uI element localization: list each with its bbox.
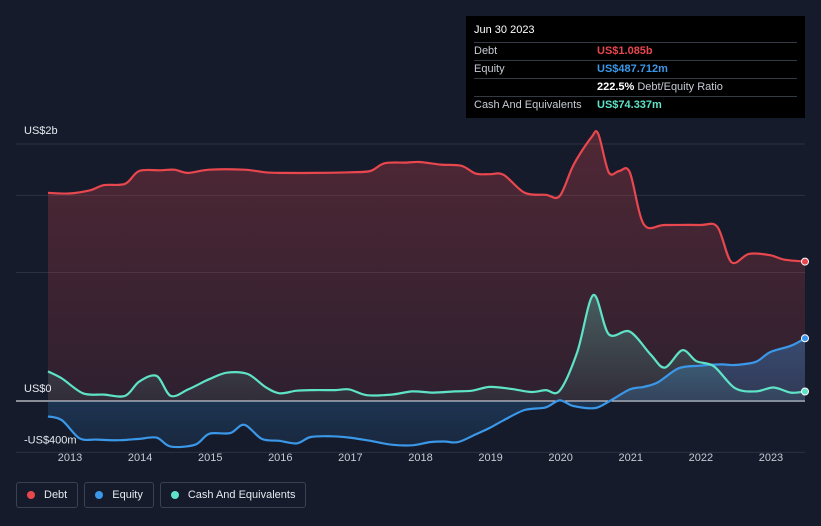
area-debt — [48, 131, 805, 401]
series-areas — [48, 131, 805, 448]
line-cash-and-equivalents — [47, 293, 806, 398]
x-tick-label: 2023 — [759, 452, 783, 464]
legend-dot-equity — [95, 491, 104, 499]
tooltip-row-debt: Debt US$1.085b — [474, 42, 797, 60]
tooltip-value-debt: US$1.085b — [597, 45, 653, 57]
x-axis-labels: 2013 2014 2015 2016 2017 2018 2019 2020 2021 2022… — [58, 452, 783, 464]
series-lines — [47, 130, 806, 449]
tooltip-label-ratio — [474, 79, 597, 96]
tooltip-row-equity: Equity US$487.712m — [474, 60, 797, 78]
x-tick-label: 2020 — [548, 452, 572, 464]
y-tick-label: -US$400m — [24, 434, 77, 446]
area-equity — [48, 338, 805, 448]
tooltip-value-ratio: 222.5% — [597, 81, 635, 93]
area-cash-and-equivalents — [48, 294, 805, 401]
x-tick-label: 2014 — [128, 452, 152, 464]
legend-dot-cash — [170, 491, 179, 499]
line-debt — [47, 130, 806, 265]
y-tick-label: US$2b — [24, 125, 58, 137]
x-tick-label: 2017 — [338, 452, 362, 464]
line-equity — [47, 337, 806, 449]
tooltip-label-debt: Debt — [474, 45, 498, 57]
tooltip-ratio-caption: Debt/Equity Ratio — [637, 81, 723, 93]
tooltip-label-cash: Cash And Equivalents — [474, 99, 582, 111]
legend-label-debt: Debt — [44, 489, 68, 501]
endpoint-equity — [801, 334, 809, 343]
tooltip-value-cash: US$74.337m — [597, 99, 662, 111]
legend-label-equity: Equity — [112, 489, 143, 501]
tooltip-value-equity: US$487.712m — [597, 63, 668, 75]
y-tick-label: US$0 — [24, 383, 52, 395]
x-tick-label: 2013 — [58, 452, 82, 464]
x-tick-label: 2021 — [619, 452, 643, 464]
endpoint-debt — [801, 257, 809, 266]
x-tick-label: 2018 — [408, 452, 432, 464]
tooltip-date: Jun 30 2023 — [474, 24, 535, 36]
tooltip-label-equity: Equity — [474, 63, 505, 75]
x-tick-label: 2022 — [689, 452, 713, 464]
tooltip-panel: Jun 30 2023 Debt US$1.085b Equity US$487… — [466, 16, 805, 118]
legend-item-cash[interactable]: Cash And Equivalents — [159, 482, 307, 508]
x-tick-label: 2015 — [198, 452, 222, 464]
series-endpoints — [801, 257, 809, 396]
chart-legend: Debt Equity Cash And Equivalents — [16, 482, 307, 508]
legend-item-equity[interactable]: Equity — [84, 482, 154, 508]
x-tick-label: 2019 — [478, 452, 502, 464]
legend-label-cash: Cash And Equivalents — [187, 489, 296, 501]
legend-item-debt[interactable]: Debt — [16, 482, 79, 508]
legend-dot-debt — [27, 491, 35, 499]
x-tick-label: 2016 — [268, 452, 292, 464]
tooltip-row-ratio: 222.5% Debt/Equity Ratio — [474, 78, 797, 96]
y-axis-labels: US$2b US$0 -US$400m — [24, 125, 77, 446]
endpoint-cash-and-equivalents — [801, 387, 809, 396]
tooltip-row-cash: Cash And Equivalents US$74.337m — [474, 96, 797, 114]
